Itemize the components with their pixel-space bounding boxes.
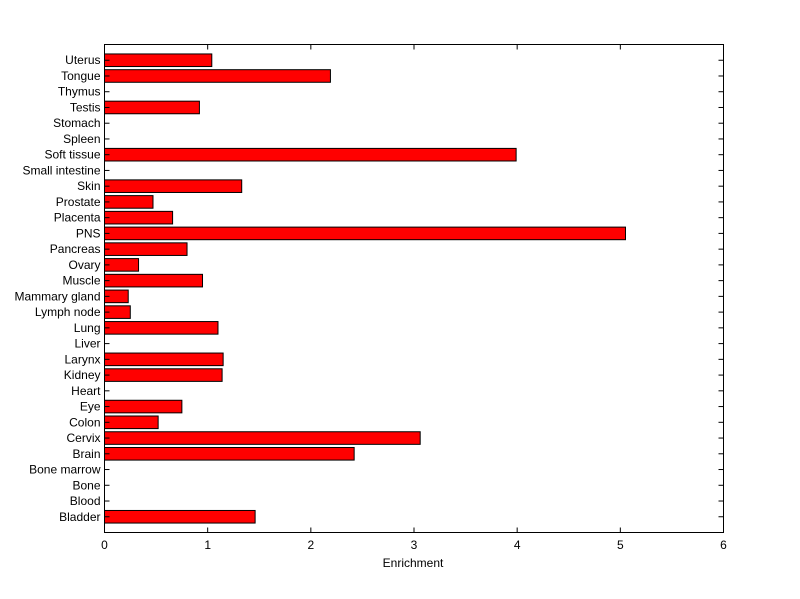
- y-tick-label: Mammary gland: [14, 289, 100, 303]
- bar: [104, 415, 159, 430]
- bar: [104, 352, 224, 367]
- y-tick-label: Bladder: [59, 510, 100, 524]
- y-tick-label: Kidney: [64, 368, 101, 382]
- bar: [104, 368, 223, 382]
- plot-frame: [104, 44, 724, 533]
- y-tick-label: Larynx: [64, 352, 100, 366]
- bar: [104, 242, 188, 256]
- y-tick-label: Stomach: [53, 116, 100, 130]
- x-tick-label: 1: [204, 538, 211, 552]
- bar: [104, 431, 421, 445]
- bar: [104, 100, 200, 115]
- y-tick-label: Testis: [70, 100, 101, 114]
- bar: [104, 53, 213, 68]
- y-tick-label: Prostate: [56, 195, 101, 209]
- y-tick-label: Thymus: [58, 85, 101, 99]
- y-tick-label: Skin: [77, 179, 100, 193]
- bar: [104, 273, 204, 288]
- y-tick-label: Soft tissue: [44, 148, 100, 162]
- x-tick-label: 4: [514, 538, 521, 552]
- bar: [104, 446, 355, 461]
- y-tick-label: Eye: [80, 400, 101, 414]
- y-tick-label: Bone: [72, 478, 100, 492]
- x-tick-label: 6: [720, 538, 727, 552]
- x-tick-label: 3: [411, 538, 418, 552]
- x-axis-label: Enrichment: [383, 556, 444, 570]
- y-tick-label: Lung: [74, 321, 101, 335]
- bar: [104, 258, 140, 272]
- y-tick-label: Lymph node: [35, 305, 101, 319]
- y-tick-label: Spleen: [63, 132, 100, 146]
- y-tick-label: Liver: [74, 337, 100, 351]
- bar: [104, 69, 331, 83]
- y-tick-label: PNS: [76, 226, 101, 240]
- y-tick-label: Uterus: [65, 53, 100, 67]
- bar: [104, 179, 243, 193]
- y-tick-label: Colon: [69, 415, 100, 429]
- bar: [104, 226, 626, 241]
- bar: [104, 147, 517, 162]
- y-tick-label: Blood: [70, 494, 101, 508]
- y-tick-label: Brain: [72, 447, 100, 461]
- y-tick-label: Muscle: [62, 274, 100, 288]
- y-tick-label: Heart: [71, 384, 101, 398]
- y-tick-label: Small intestine: [22, 163, 100, 177]
- x-tick-label: 5: [617, 538, 624, 552]
- y-tick-label: Ovary: [68, 258, 100, 272]
- bar: [104, 210, 174, 225]
- y-tick-label: Tongue: [61, 69, 101, 83]
- y-tick-label: Placenta: [54, 211, 101, 225]
- bar: [104, 321, 219, 335]
- x-tick-label: 0: [101, 538, 108, 552]
- y-tick-label: Bone marrow: [29, 463, 101, 477]
- bar: [104, 195, 154, 209]
- bar: [104, 399, 183, 414]
- bar: [104, 509, 256, 524]
- x-tick-label: 2: [307, 538, 314, 552]
- y-tick-label: Cervix: [66, 431, 100, 445]
- y-tick-label: Pancreas: [50, 242, 101, 256]
